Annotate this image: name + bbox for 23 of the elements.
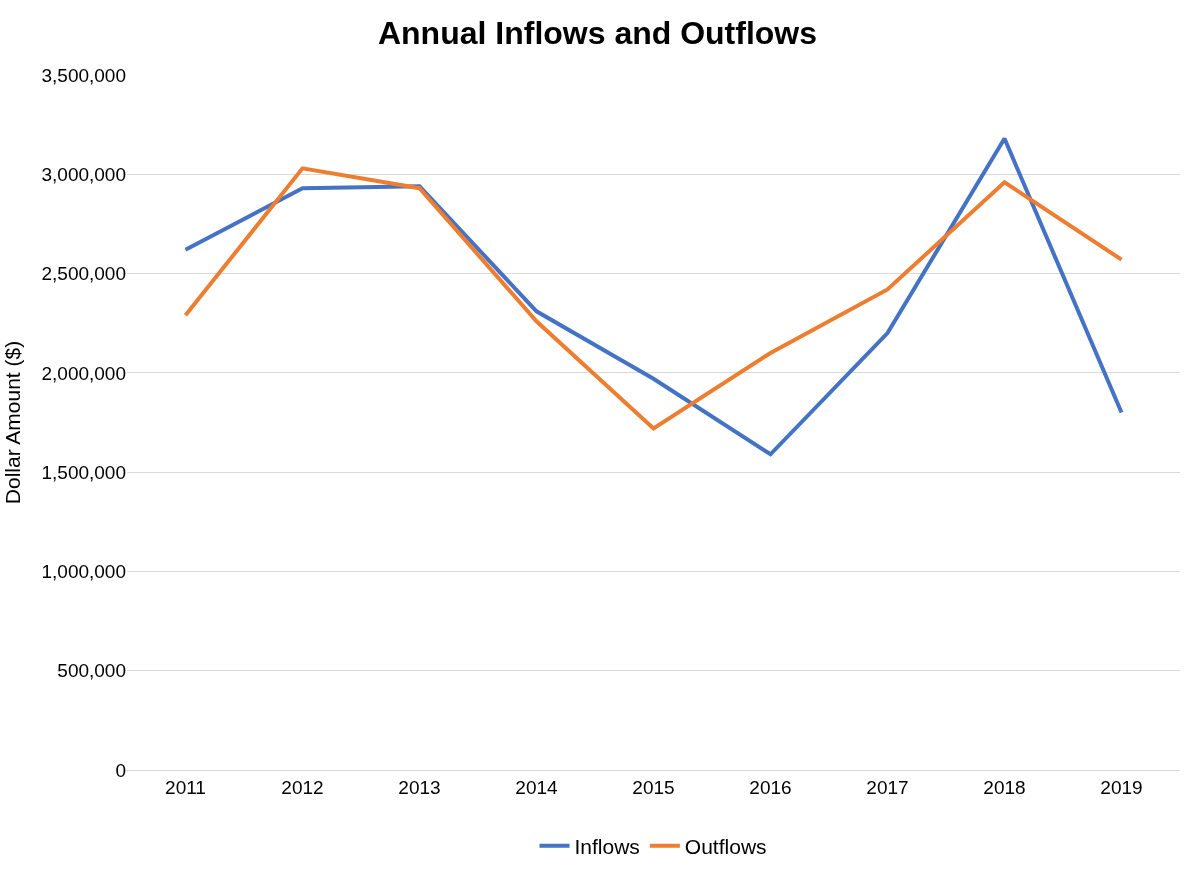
- x-tick-label: 2019: [1100, 776, 1143, 798]
- y-tick-label: 0: [115, 759, 126, 781]
- x-tick-label: 2018: [983, 776, 1026, 798]
- y-tick-label: 2,500,000: [41, 263, 126, 285]
- legend-label: Outflows: [684, 834, 767, 858]
- y-tick-label: 2,000,000: [41, 362, 126, 384]
- x-tick-label: 2017: [866, 776, 909, 798]
- line-series: [183, 136, 1124, 457]
- y-tick-label: 500,000: [57, 660, 126, 682]
- x-tick-label: 2013: [398, 776, 441, 798]
- x-tick-label: 2014: [515, 776, 559, 798]
- legend-label: Inflows: [574, 834, 640, 858]
- y-tick-label: 1,000,000: [41, 561, 126, 583]
- y-tick-label: 3,500,000: [41, 64, 126, 86]
- x-tick-label: 2012: [281, 776, 324, 798]
- y-axis-title: Dollar Amount ($): [0, 340, 24, 505]
- y-tick-label: 1,500,000: [41, 461, 126, 483]
- chart-title: Annual Inflows and Outflows: [377, 15, 818, 52]
- x-tick-label: 2011: [165, 776, 206, 798]
- x-tick-label: 2015: [632, 776, 675, 798]
- line-series: [183, 166, 1124, 431]
- y-tick-label: 3,000,000: [41, 163, 126, 185]
- x-tick-label: 2016: [749, 776, 792, 798]
